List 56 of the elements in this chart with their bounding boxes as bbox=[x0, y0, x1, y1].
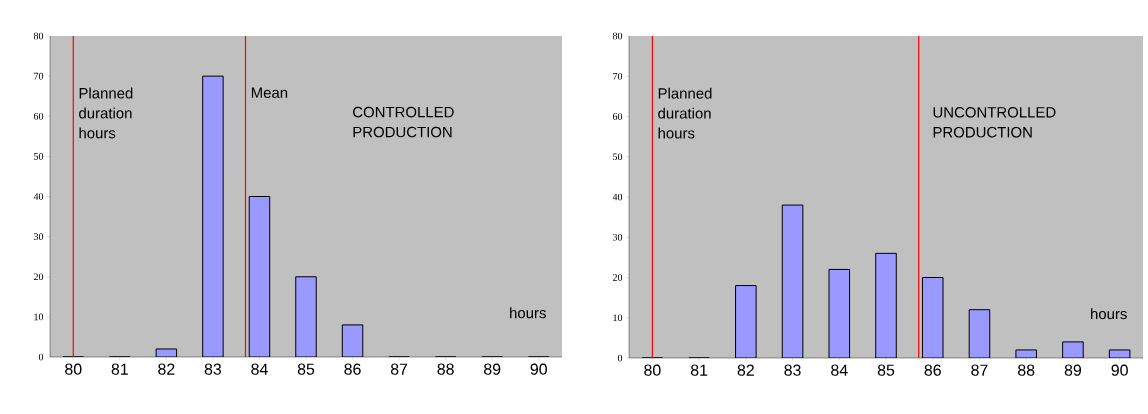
y-tick-label: 0 bbox=[38, 353, 44, 361]
x-axis-title: hours bbox=[1091, 308, 1127, 320]
y-tick-label: 60 bbox=[612, 113, 623, 120]
x-tick-label: 86 bbox=[924, 364, 941, 376]
y-tick-label: 50 bbox=[613, 153, 623, 161]
text: CONTROLLED PRODUCTION bbox=[353, 106, 454, 138]
y-tick-label: 20 bbox=[612, 274, 623, 281]
y-tick-label: 80 bbox=[33, 32, 44, 40]
y-tick-label: 30 bbox=[34, 233, 44, 240]
ref-line-label: Planned duration hours bbox=[79, 87, 133, 139]
y-tick-label: 0 bbox=[617, 354, 623, 362]
bar bbox=[202, 75, 224, 357]
x-tick-label: 86 bbox=[344, 363, 361, 375]
x-tick-label: 88 bbox=[1018, 364, 1035, 376]
bar bbox=[295, 276, 317, 357]
x-tick-label: 80 bbox=[644, 364, 661, 376]
x-tick-label: 90 bbox=[530, 363, 547, 375]
text: UNCONTROLLED PRODUCTION bbox=[933, 107, 1056, 138]
y-tick-label: 70 bbox=[613, 72, 623, 80]
x-tick-label: 87 bbox=[971, 364, 988, 376]
bar bbox=[921, 277, 944, 358]
x-tick-label: 89 bbox=[1064, 364, 1082, 376]
x-tick-label: 84 bbox=[831, 364, 848, 376]
bar bbox=[735, 285, 757, 358]
bar bbox=[828, 268, 851, 358]
x-tick-label: 80 bbox=[65, 363, 82, 375]
y-tick-label: 10 bbox=[34, 313, 44, 321]
x-tick-label: 81 bbox=[690, 364, 708, 376]
y-tick-label: 10 bbox=[613, 314, 623, 322]
x-tick-label: 89 bbox=[484, 363, 501, 375]
x-tick-label: 85 bbox=[297, 363, 315, 375]
x-tick-label: 85 bbox=[877, 364, 895, 376]
x-tick-label: 83 bbox=[784, 364, 801, 376]
bar bbox=[781, 204, 804, 358]
y-tick-label: 60 bbox=[33, 112, 44, 120]
y-tick-label: 20 bbox=[33, 273, 44, 281]
x-tick-label: 82 bbox=[158, 363, 175, 375]
x-tick-label: 82 bbox=[737, 364, 754, 376]
bar bbox=[875, 252, 897, 358]
x-tick-label: 84 bbox=[251, 363, 268, 375]
x-axis-title: hours bbox=[510, 307, 546, 319]
y-tick-label: 70 bbox=[34, 72, 44, 80]
ref-line-label: Planned duration hours bbox=[658, 87, 712, 139]
x-tick-label: 87 bbox=[390, 363, 408, 375]
x-tick-label: 88 bbox=[437, 363, 454, 375]
y-tick-label: 40 bbox=[612, 193, 623, 201]
y-tick-label: 80 bbox=[612, 32, 623, 40]
bar bbox=[248, 196, 271, 357]
ref-line-label: Mean bbox=[251, 87, 288, 98]
y-tick-label: 30 bbox=[613, 233, 623, 241]
y-tick-label: 40 bbox=[33, 193, 44, 200]
x-tick-label: 83 bbox=[204, 363, 222, 375]
y-tick-label: 50 bbox=[34, 153, 44, 160]
x-tick-label: 90 bbox=[1111, 364, 1128, 376]
x-tick-label: 81 bbox=[111, 363, 128, 375]
bar bbox=[968, 309, 991, 358]
